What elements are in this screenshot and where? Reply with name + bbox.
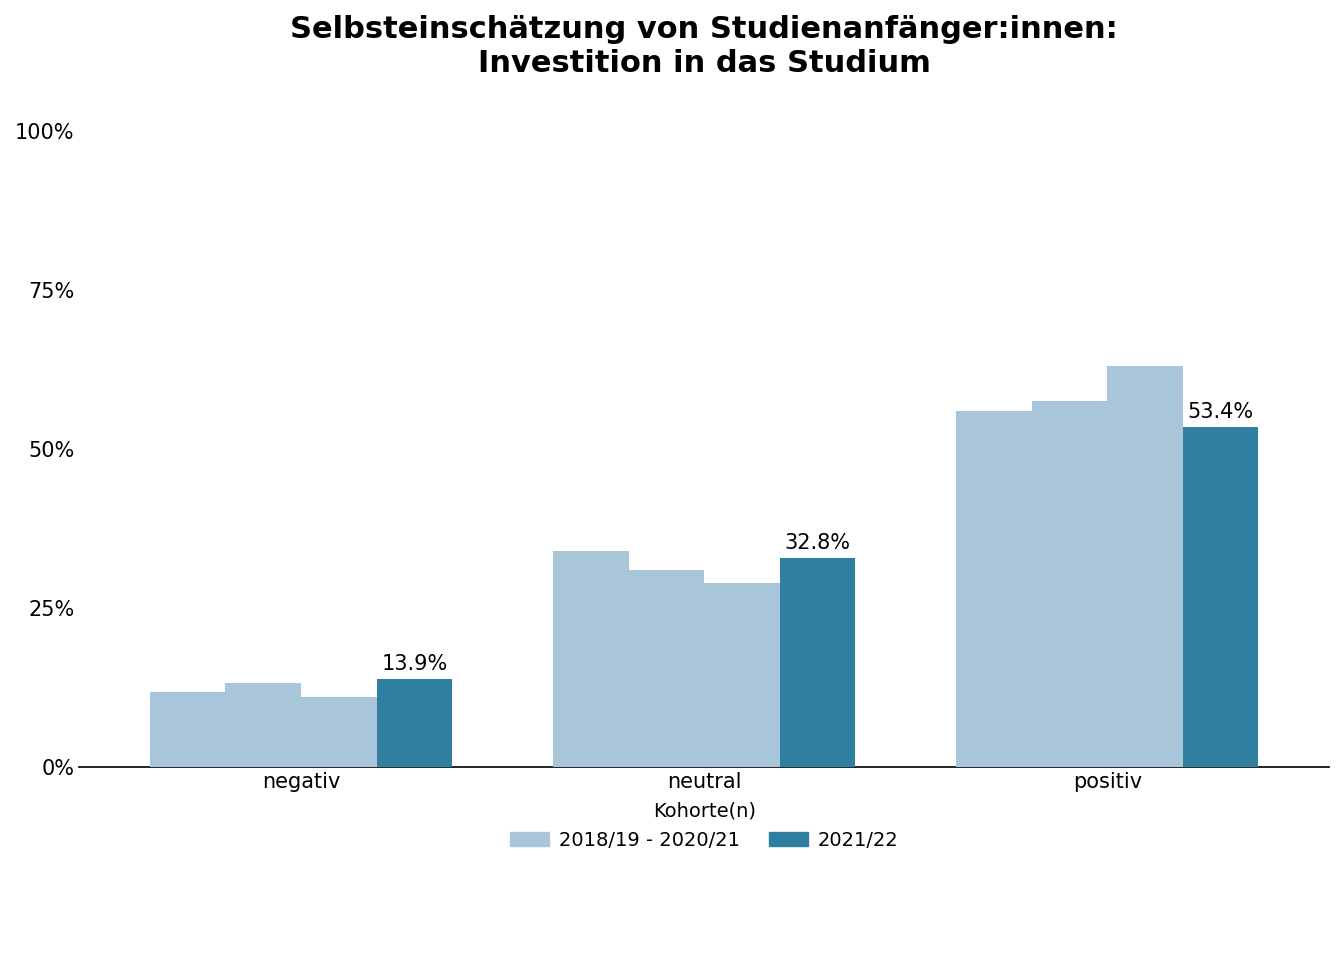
Bar <box>226 684 301 767</box>
Bar <box>552 551 629 767</box>
Text: 53.4%: 53.4% <box>1188 402 1254 422</box>
Bar <box>1107 367 1183 767</box>
Bar <box>956 411 1032 767</box>
Bar <box>151 692 226 767</box>
Text: 13.9%: 13.9% <box>382 654 448 674</box>
Bar <box>780 559 855 767</box>
Bar <box>301 697 376 767</box>
Bar <box>629 570 704 767</box>
Bar <box>1032 401 1107 767</box>
Bar <box>1183 427 1258 767</box>
Title: Selbsteinschätzung von Studienanfänger:innen:
Investition in das Studium: Selbsteinschätzung von Studienanfänger:i… <box>290 15 1118 78</box>
Legend: 2018/19 - 2020/21, 2021/22: 2018/19 - 2020/21, 2021/22 <box>503 794 906 857</box>
Text: 32.8%: 32.8% <box>785 534 851 553</box>
Bar <box>704 583 780 767</box>
Bar <box>376 679 452 767</box>
